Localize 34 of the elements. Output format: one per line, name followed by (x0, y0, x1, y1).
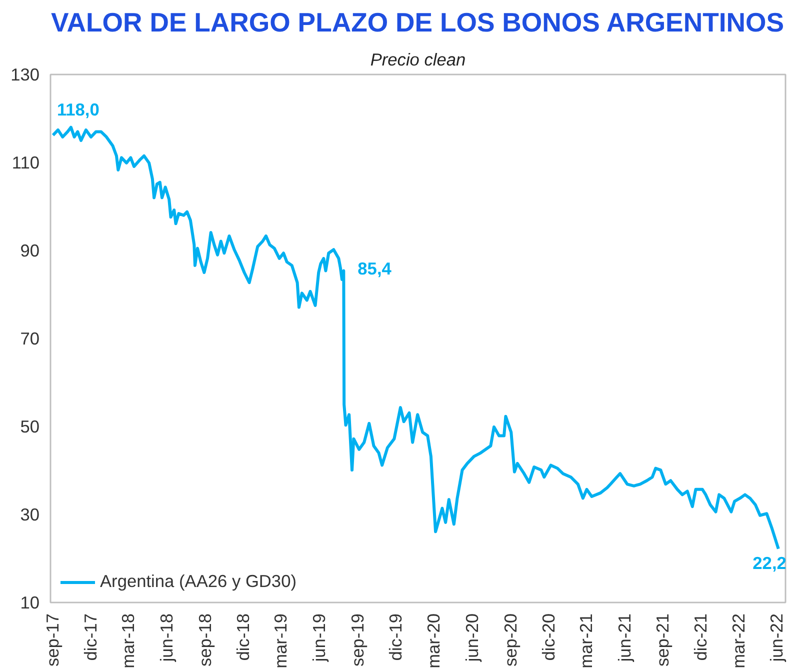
x-tick-label: sep-17 (42, 614, 63, 666)
x-tick-label: mar-18 (118, 613, 138, 668)
x-tick-label: sep-20 (500, 614, 520, 666)
chart-title: VALOR DE LARGO PLAZO DE LOS BONOS ARGENTINOS (50, 8, 784, 38)
y-tick-label: 10 (20, 592, 40, 612)
x-tick-label: sep-21 (652, 614, 673, 666)
x-tick-label: dic-21 (690, 613, 711, 661)
x-tick-label: mar-20 (423, 613, 444, 668)
x-tick-label: mar-19 (270, 613, 291, 668)
annotation: 85,4 (358, 258, 392, 279)
line-series (52, 126, 780, 550)
legend-label: Argentina (AA26 y GD30) (100, 571, 296, 592)
y-tick-label: 110 (12, 152, 40, 172)
y-tick-label: 50 (20, 416, 40, 436)
y-tick-label: 90 (20, 240, 40, 260)
y-tick-label: 130 (10, 64, 40, 84)
x-tick-label: dic-17 (80, 613, 101, 661)
x-tick-label: sep-19 (347, 614, 368, 666)
x-tick-label: jun-18 (156, 613, 177, 663)
annotation: 118,0 (56, 99, 100, 120)
y-tick-label: 30 (20, 504, 40, 524)
annotation: 22,2 (752, 552, 786, 573)
x-tick-label: jun-22 (766, 613, 787, 663)
x-tick-label: dic-19 (385, 613, 406, 661)
x-tick-label: dic-20 (538, 613, 558, 661)
x-tick-label: mar-21 (576, 613, 596, 668)
chart-subtitle: Precio clean (370, 50, 466, 70)
x-tick-label: dic-18 (233, 613, 254, 661)
x-tick-label: mar-22 (728, 613, 748, 668)
x-tick-label: jun-20 (462, 613, 482, 663)
x-tick-label: sep-18 (195, 614, 216, 666)
x-tick-label: jun-21 (614, 613, 634, 663)
x-tick-label: jun-19 (309, 613, 330, 663)
y-tick-label: 70 (20, 328, 40, 348)
